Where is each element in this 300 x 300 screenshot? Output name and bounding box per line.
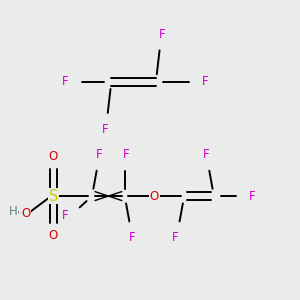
Text: O: O <box>49 229 58 242</box>
Text: F: F <box>203 148 210 161</box>
Text: F: F <box>123 148 130 161</box>
Text: O: O <box>150 190 159 202</box>
Text: S: S <box>49 189 58 204</box>
Text: F: F <box>62 75 69 88</box>
Text: F: F <box>249 190 256 202</box>
Text: F: F <box>96 148 103 161</box>
Text: F: F <box>102 123 109 136</box>
Text: F: F <box>172 231 178 244</box>
Text: F: F <box>62 209 69 222</box>
Text: H: H <box>9 205 18 218</box>
Text: O: O <box>21 207 31 220</box>
Text: F: F <box>159 28 165 40</box>
Text: F: F <box>129 231 136 244</box>
Text: O: O <box>49 150 58 163</box>
Text: F: F <box>202 75 208 88</box>
